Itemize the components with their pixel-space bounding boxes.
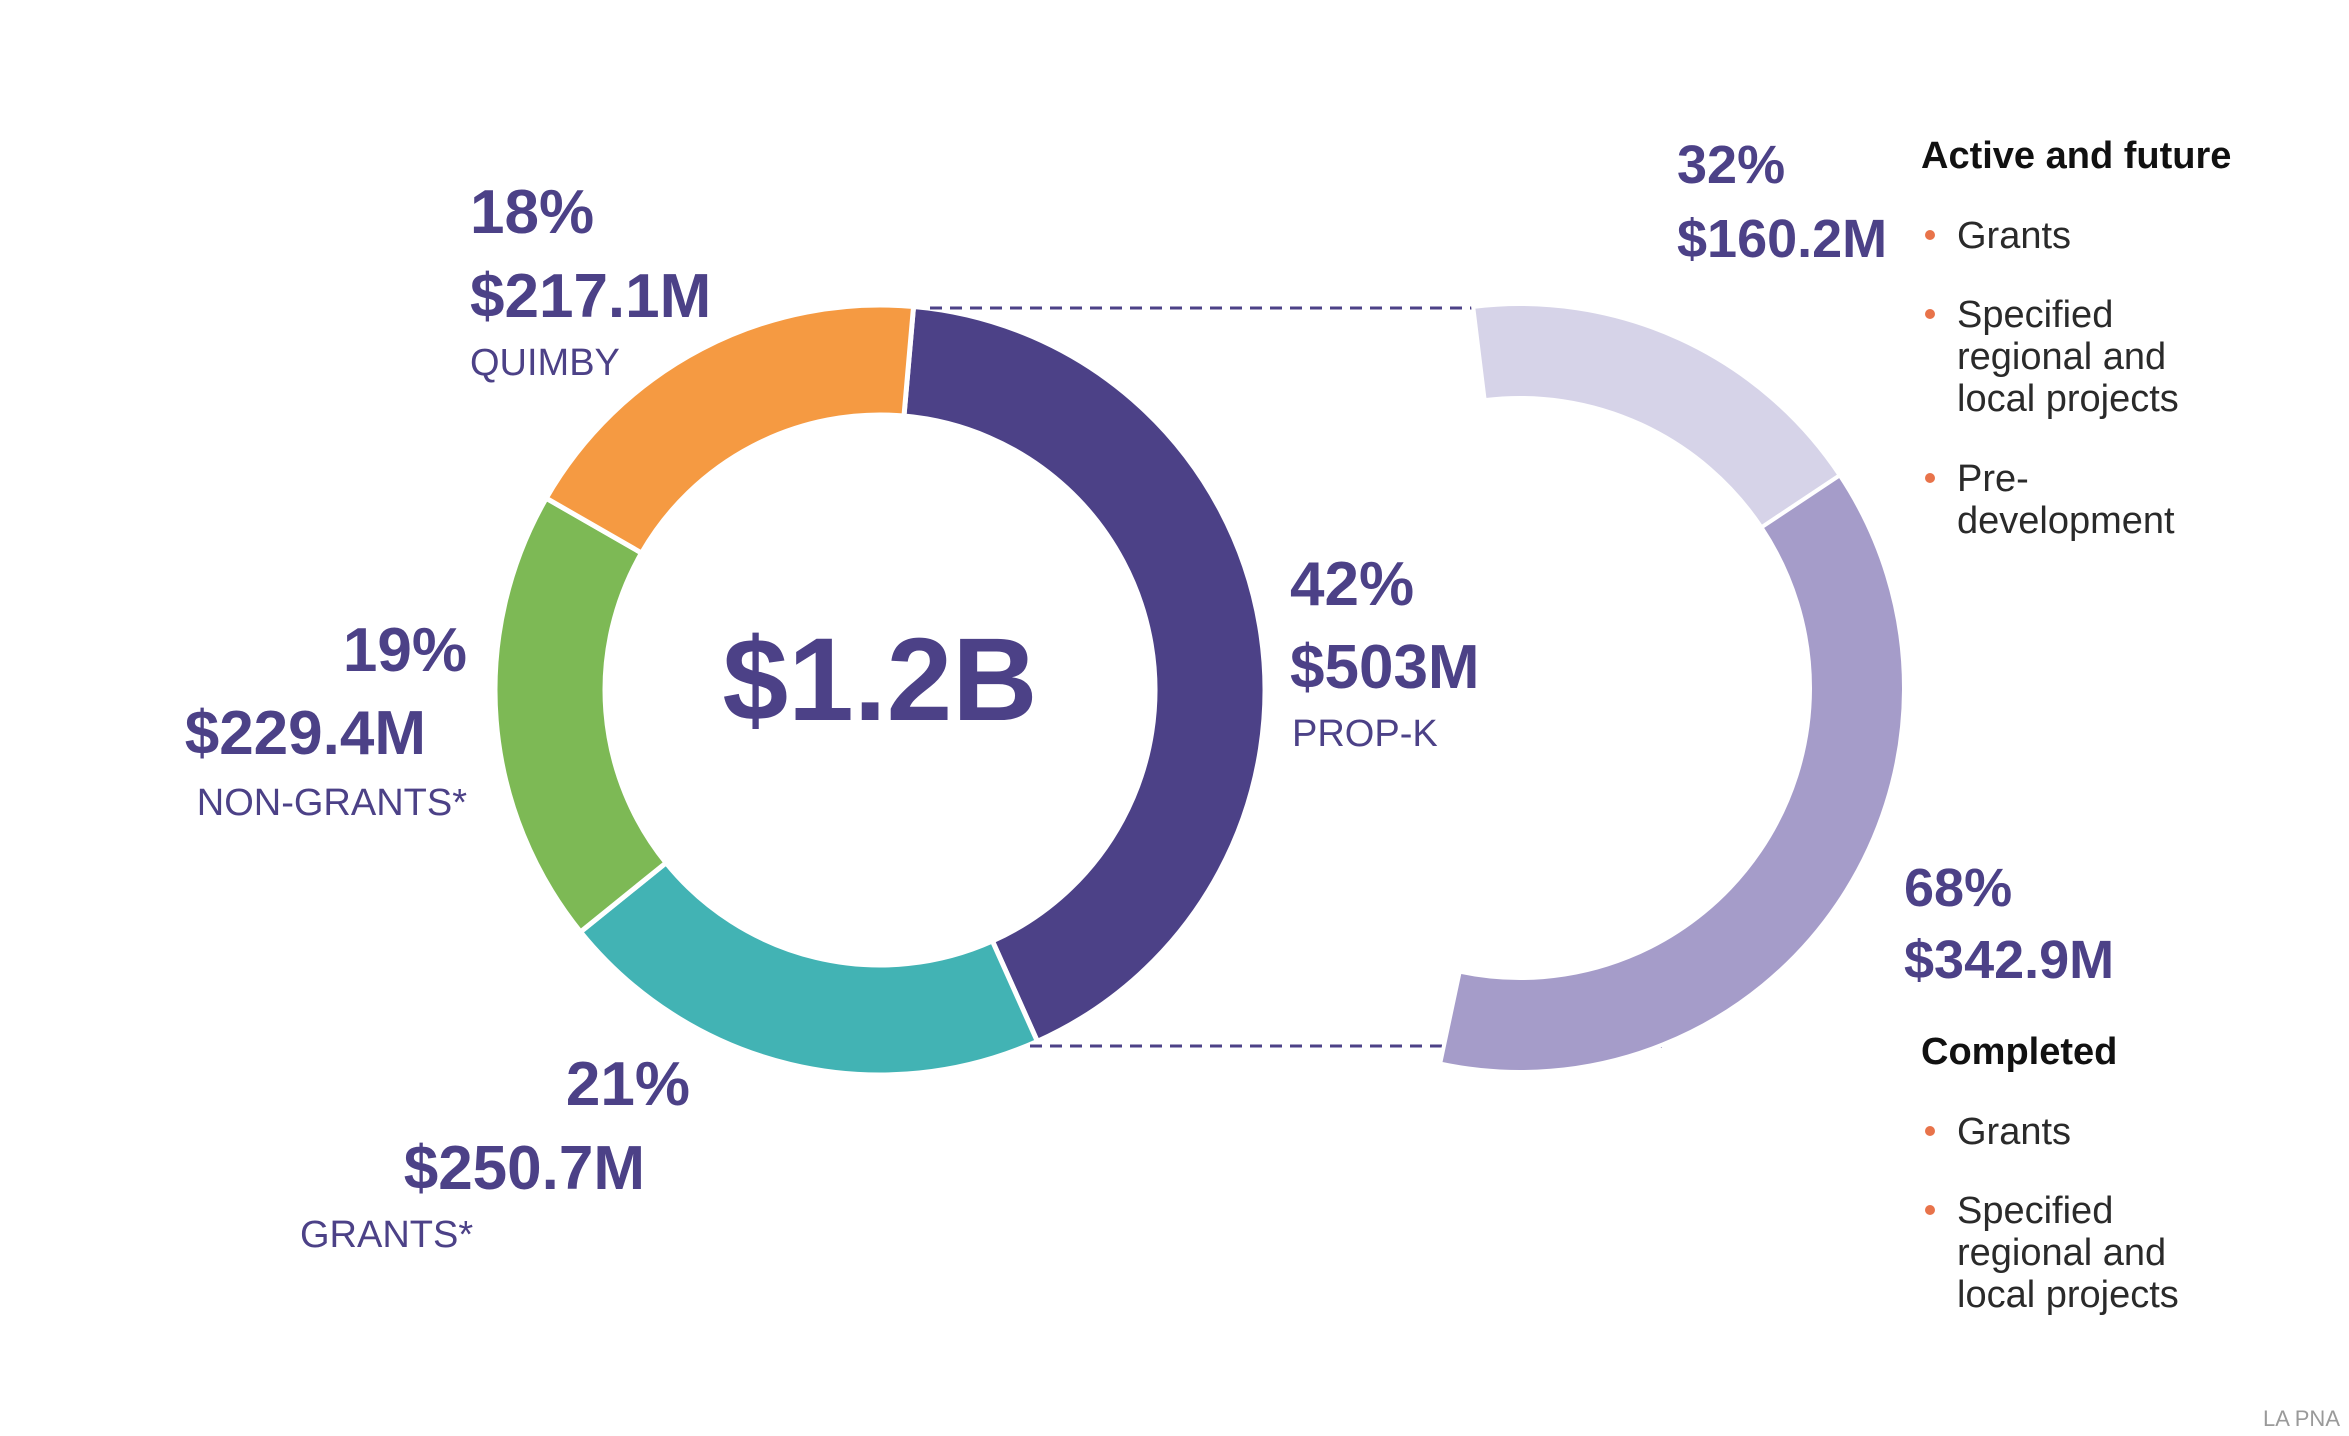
grants-percent: 21%	[566, 1050, 690, 1119]
quimby-percent: 18%	[470, 178, 594, 247]
arc-slice-completed	[1437, 472, 1906, 1075]
donut-slice-grants	[576, 859, 1041, 1078]
active-future-value: $160.2M	[1677, 209, 1887, 269]
bullet-icon	[1925, 1126, 1935, 1136]
source-credit: LA PNA	[2263, 1406, 2340, 1431]
legend-item: Pre- development	[1957, 458, 2175, 542]
legend-item-line: development	[1957, 500, 2175, 542]
legend-item: Specified regional and local projects	[1957, 294, 2179, 420]
donut-slice-prop-k	[901, 303, 1268, 1045]
legend-item: Grants	[1957, 1111, 2071, 1153]
legend-item: Grants	[1957, 215, 2071, 257]
legend-heading-active-future: Active and future	[1921, 135, 2231, 177]
completed-percent: 68%	[1904, 858, 2012, 918]
legend-item-line: Specified	[1957, 1190, 2113, 1232]
donut-slice-non-grants	[492, 494, 670, 936]
prop-k-name: PROP-K	[1292, 713, 1438, 755]
arc-slice-active-and-future	[1470, 301, 1843, 531]
quimby-value: $217.1M	[470, 262, 711, 331]
active-future-percent: 32%	[1677, 135, 1785, 195]
donut-slices	[492, 302, 1268, 1078]
legend-item-line: regional and	[1957, 336, 2166, 378]
label-prop-k: 42% $503M PROP-K	[1290, 550, 1480, 755]
legend-item-line: Pre-	[1957, 458, 2029, 500]
grants-value: $250.7M	[404, 1134, 645, 1203]
non-grants-value: $229.4M	[185, 699, 426, 768]
bullet-icon	[1925, 309, 1935, 319]
donut-total-label: $1.2B	[723, 614, 1038, 746]
non-grants-name: NON-GRANTS*	[197, 782, 467, 824]
label-completed: 68% $342.9M	[1904, 858, 2114, 990]
donut-chart: $1.2B	[492, 302, 1268, 1078]
legend-completed: Completed Grants Specified regional and …	[1921, 1031, 2179, 1316]
bullet-icon	[1925, 1205, 1935, 1215]
legend-item: Specified regional and local projects	[1957, 1190, 2179, 1316]
label-active-future: 32% $160.2M	[1677, 135, 1887, 269]
legend-item-line: local projects	[1957, 378, 2179, 420]
bullet-icon	[1925, 473, 1935, 483]
legend-item-line: local projects	[1957, 1274, 2179, 1316]
legend-item-line: regional and	[1957, 1232, 2166, 1274]
donut-slice-quimby	[542, 302, 917, 557]
legend-active-future: Active and future Grants Specified regio…	[1921, 135, 2231, 542]
quimby-name: QUIMBY	[470, 342, 620, 384]
prop-k-value: $503M	[1290, 633, 1480, 702]
completed-value: $342.9M	[1904, 930, 2114, 990]
legend-item-line: Specified	[1957, 294, 2113, 336]
legend-heading-completed: Completed	[1921, 1031, 2117, 1073]
label-non-grants: 19% $229.4M NON-GRANTS*	[185, 616, 467, 824]
breakdown-arc	[1437, 301, 1906, 1075]
label-quimby: 18% $217.1M QUIMBY	[470, 178, 711, 384]
bullet-icon	[1925, 230, 1935, 240]
grants-name: GRANTS*	[300, 1214, 473, 1256]
prop-k-percent: 42%	[1290, 550, 1414, 619]
non-grants-percent: 19%	[343, 616, 467, 685]
label-grants: 21% $250.7M GRANTS*	[300, 1050, 690, 1256]
